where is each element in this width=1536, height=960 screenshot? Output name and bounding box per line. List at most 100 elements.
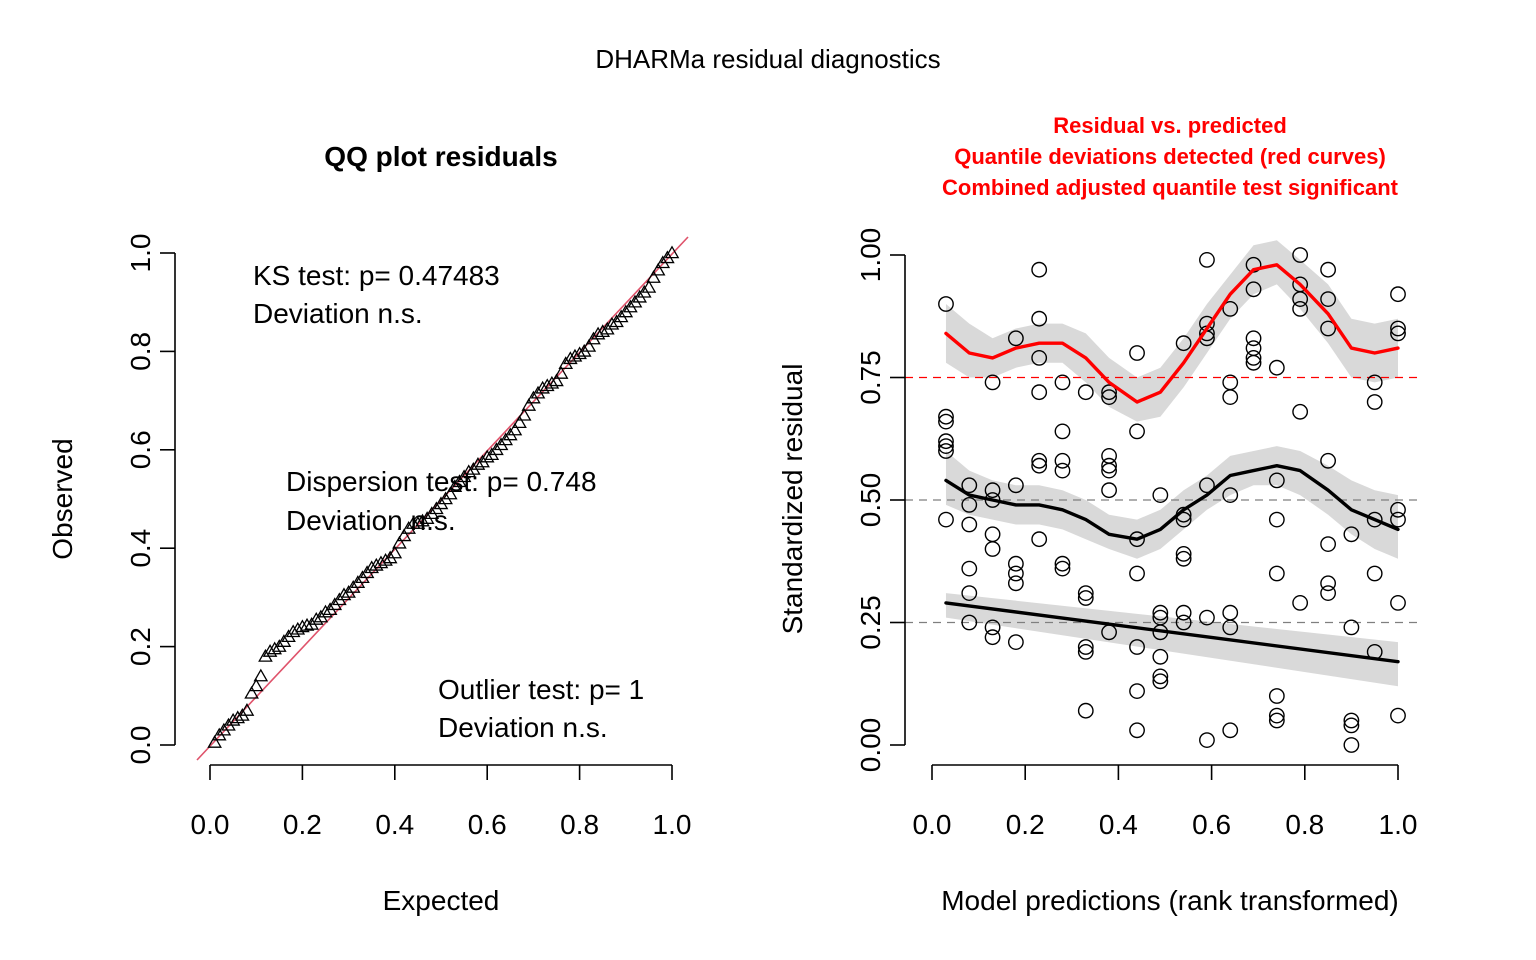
residual-point: [1268, 565, 1285, 582]
residual-point: [1268, 511, 1285, 528]
residual-point: [1007, 565, 1024, 582]
quantile-curve: [944, 263, 1400, 404]
residual-point: [961, 585, 978, 601]
residual-point: [1129, 565, 1145, 582]
residual-point: [1152, 668, 1169, 685]
residual-point: [1268, 688, 1285, 704]
residual-point: [1245, 349, 1262, 366]
residual-point: [984, 526, 1001, 543]
residual-x-label: Model predictions (rank transformed): [941, 885, 1399, 916]
residual-y-label: Standardized residual: [777, 364, 808, 635]
qq-point: [378, 552, 393, 566]
residual-point: [1007, 477, 1024, 494]
residual-point: [1077, 639, 1094, 655]
reference-lines: [905, 376, 1420, 624]
residual-point: [1268, 707, 1285, 724]
qq-x-axis: 0.0 0.2 0.4 0.6 0.8 1.0: [191, 764, 691, 840]
residual-point: [1268, 359, 1285, 376]
residual-point: [961, 516, 978, 533]
qq-point: [549, 373, 564, 387]
residual-point: [1320, 291, 1337, 307]
residual-point: [1031, 310, 1048, 327]
residual-point: [1101, 462, 1117, 479]
residual-x-tick-label: 0.2: [1006, 809, 1045, 840]
qq-point: [387, 545, 403, 559]
residual-point: [1343, 526, 1360, 543]
residual-point: [984, 629, 1001, 646]
residual-point: [1129, 345, 1145, 361]
residual-title-line-1: Residual vs. predicted: [1053, 113, 1287, 138]
residual-point: [1245, 281, 1262, 298]
residual-point: [1007, 634, 1024, 650]
figure-title: DHARMa residual diagnostics: [595, 44, 940, 74]
residual-point: [1175, 550, 1192, 567]
residual-y-tick-label: 0.25: [855, 595, 886, 650]
residual-point: [961, 477, 978, 494]
residual-point: [1054, 452, 1071, 469]
residual-point: [1175, 604, 1192, 621]
residual-point: [1222, 604, 1239, 621]
residual-point: [1077, 590, 1094, 606]
residual-y-tick-label: 0.50: [855, 473, 886, 528]
qq-point: [461, 464, 477, 478]
residual-point: [1390, 511, 1406, 528]
residual-point: [1366, 374, 1383, 391]
residual-point: [1222, 487, 1239, 503]
residual-point: [938, 433, 954, 450]
residual-x-tick-label: 0.8: [1285, 809, 1324, 840]
quantile-band: [945, 240, 1398, 422]
residual-point: [1366, 394, 1383, 410]
qq-point: [512, 415, 527, 429]
residual-y-tick-label: 0.00: [855, 718, 886, 773]
quantile-curves: [944, 263, 1400, 664]
qq-point: [595, 324, 611, 338]
residual-point: [1320, 536, 1337, 552]
qq-point: [479, 449, 495, 463]
residual-y-tick-label: 0.75: [855, 350, 886, 405]
residual-point: [1152, 648, 1169, 665]
residual-point: [1343, 712, 1360, 729]
residual-point: [1320, 320, 1337, 337]
residual-point: [1268, 472, 1285, 489]
qq-point: [336, 587, 352, 601]
qq-y-tick-label: 0.6: [125, 430, 156, 469]
residual-point: [1129, 639, 1145, 655]
qq-point: [392, 535, 407, 549]
residual-point: [1366, 511, 1383, 528]
residual-x-axis: 0.0 0.2 0.4 0.6 0.8 1.0: [913, 764, 1417, 840]
residual-y-axis: 0.00 0.25 0.50 0.75 1.00: [855, 228, 906, 773]
residual-point: [1292, 247, 1309, 263]
residual-point: [1077, 644, 1094, 660]
qq-point: [230, 710, 246, 724]
qq-y-tick-label: 0.2: [125, 627, 156, 666]
residual-point: [961, 560, 978, 577]
dispersion-deviation-text: Deviation n.s.: [286, 505, 456, 536]
residual-point: [1320, 575, 1337, 592]
quantile-bands: [945, 240, 1398, 687]
residual-title-line-2: Quantile deviations detected (red curves…: [954, 144, 1386, 169]
residual-point: [1390, 286, 1406, 303]
outlier-test-text: Outlier test: p= 1: [438, 674, 644, 705]
residual-point: [1390, 320, 1406, 337]
residual-point: [1129, 722, 1145, 739]
residual-point: [1343, 619, 1360, 636]
residual-point: [1031, 452, 1048, 469]
residual-point: [1054, 423, 1071, 440]
quantile-curve: [944, 601, 1400, 664]
outlier-deviation-text: Deviation n.s.: [438, 712, 608, 743]
residual-point: [1366, 565, 1383, 582]
quantile-curve: [944, 464, 1400, 541]
residual-point: [1222, 619, 1239, 636]
residual-point: [984, 619, 1001, 636]
residual-x-tick-label: 0.4: [1099, 809, 1138, 840]
residual-point: [1054, 462, 1071, 479]
residual-point: [1390, 501, 1406, 518]
qq-y-tick-label: 0.0: [125, 726, 156, 765]
residual-point: [1031, 349, 1048, 366]
residual-point: [1007, 330, 1024, 347]
qq-x-tick-label: 0.8: [560, 809, 599, 840]
residual-point: [1199, 609, 1215, 626]
residual-panel: Residual vs. predicted Quantile deviatio…: [777, 113, 1420, 916]
residual-point: [1292, 291, 1309, 307]
qq-points: [207, 245, 680, 748]
